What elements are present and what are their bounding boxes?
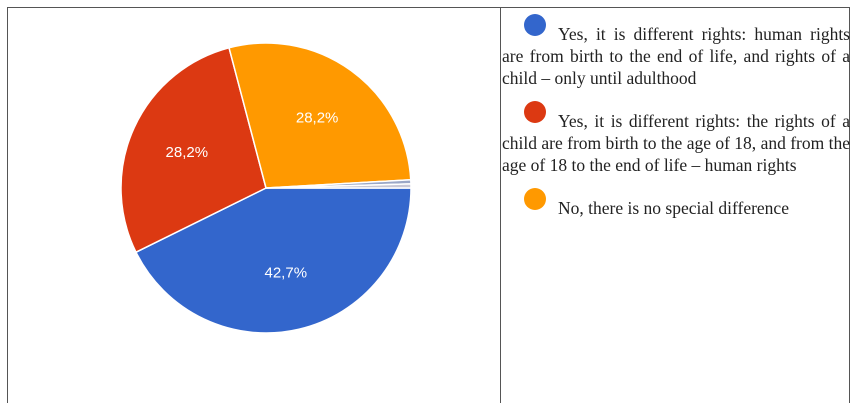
pie-slice-blue: [134, 187, 412, 334]
table-frame: [7, 7, 850, 403]
legend-label-3: No, there is no special difference: [558, 198, 789, 218]
pie-slice-orange: [228, 42, 412, 189]
legend-swatch-orange: [524, 188, 546, 210]
legend-item-2: Yes, it is different rights: the rights …: [502, 101, 850, 176]
slice-label-3: 28,2%: [296, 110, 339, 127]
legend-label-1: Yes, it is different rights: human right…: [502, 24, 850, 88]
legend-swatch-red: [524, 101, 546, 123]
pie-chart: 42,7% 28,2% 28,2%: [120, 42, 412, 334]
column-divider: [500, 7, 501, 403]
slice-label-1: 42,7%: [265, 265, 308, 282]
legend-item-3: No, there is no special difference: [502, 188, 850, 219]
legend-item-1: Yes, it is different rights: human right…: [502, 14, 850, 89]
pie-slice-sliver-2: [265, 183, 412, 189]
pie-slice-red: [120, 46, 267, 254]
legend-label-2: Yes, it is different rights: the rights …: [502, 111, 850, 175]
legend: Yes, it is different rights: human right…: [502, 14, 850, 231]
legend-swatch-blue: [524, 14, 546, 36]
slice-label-2: 28,2%: [166, 144, 209, 161]
